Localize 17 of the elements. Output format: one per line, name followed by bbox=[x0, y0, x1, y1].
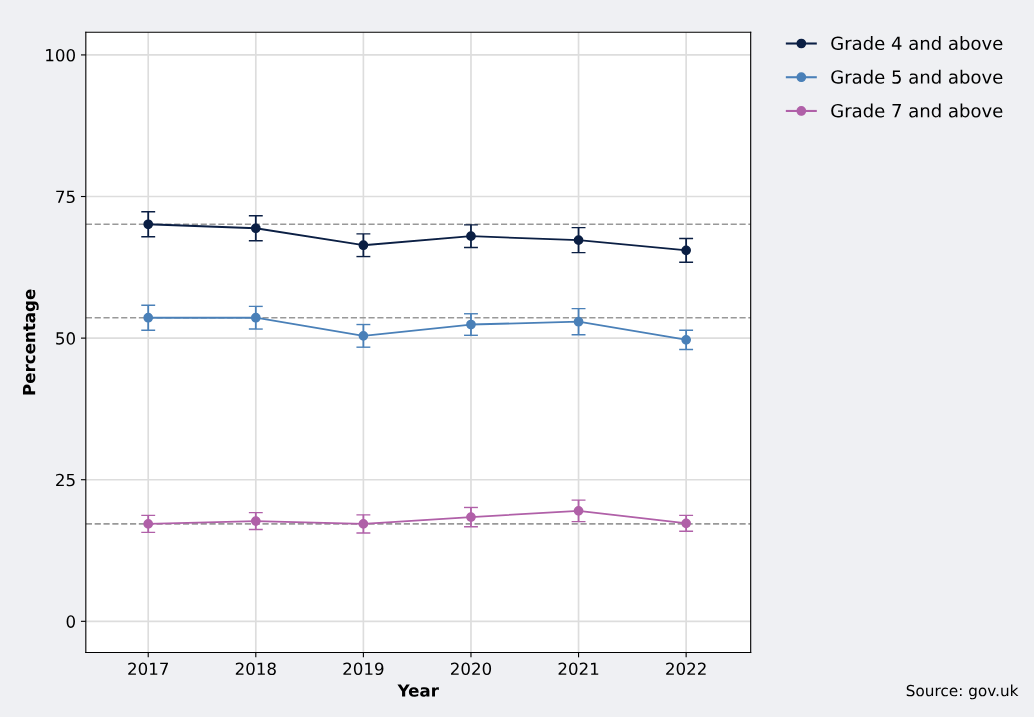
y-tick-label: 100 bbox=[46, 48, 75, 62]
y-tick-label: 0 bbox=[66, 615, 75, 628]
x-tick-label: 2017 bbox=[128, 662, 168, 676]
y-axis-title: Percentage bbox=[22, 289, 39, 395]
x-tick-label: 2022 bbox=[666, 662, 706, 676]
x-tick-label: 2019 bbox=[343, 662, 384, 676]
x-tick-label: 2020 bbox=[450, 662, 492, 676]
y-tick-label: 75 bbox=[56, 190, 75, 204]
y-tick-label: 25 bbox=[56, 473, 75, 487]
x-axis-title: Year bbox=[397, 684, 439, 697]
legend-label: Grade 5 and above bbox=[831, 69, 1003, 84]
x-tick-label: 2018 bbox=[235, 662, 276, 676]
legend-label: Grade 4 and above bbox=[831, 36, 1003, 51]
legend-label: Grade 7 and above bbox=[831, 103, 1003, 118]
x-tick-label: 2021 bbox=[558, 662, 599, 676]
source-note: Source: gov.uk bbox=[906, 684, 1019, 700]
y-tick-label: 50 bbox=[56, 332, 75, 345]
